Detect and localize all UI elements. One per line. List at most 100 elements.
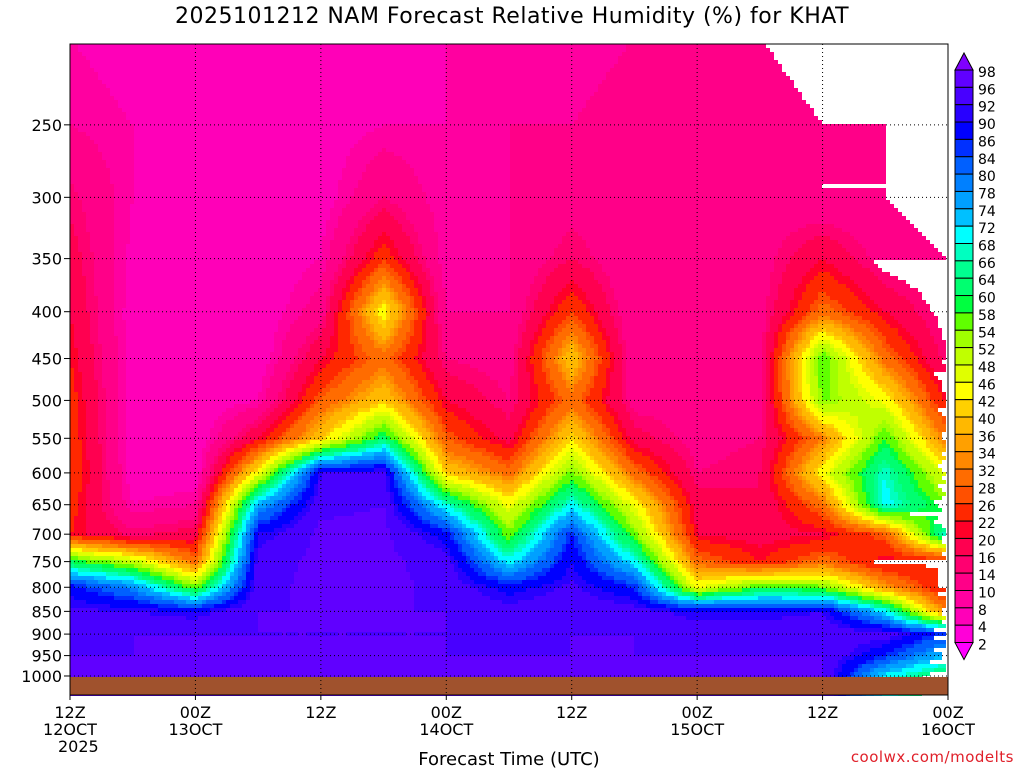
heatmap-cell <box>586 100 806 104</box>
heatmap-cell <box>870 256 946 260</box>
heatmap-cell <box>762 376 766 380</box>
heatmap-cell <box>866 496 870 500</box>
heatmap-cell <box>934 424 946 428</box>
heatmap-cell <box>762 432 766 436</box>
heatmap-cell <box>918 396 926 400</box>
heatmap-cell <box>374 452 386 456</box>
heatmap-cell <box>254 520 258 524</box>
heatmap-cell <box>862 468 866 472</box>
heatmap-cell <box>598 412 610 416</box>
heatmap-cell <box>574 348 578 352</box>
heatmap-cell <box>918 432 922 436</box>
heatmap-cell <box>542 356 546 360</box>
heatmap-cell <box>554 380 566 384</box>
heatmap-cell <box>446 508 454 512</box>
heatmap-cell <box>934 452 942 456</box>
heatmap-cell <box>70 284 86 288</box>
heatmap-cell <box>890 444 898 448</box>
heatmap-cell <box>246 464 250 468</box>
heatmap-cell <box>418 516 422 520</box>
heatmap-cell <box>222 464 226 468</box>
heatmap-cell <box>234 512 238 516</box>
heatmap-cell <box>362 292 370 296</box>
heatmap-cell <box>218 432 238 436</box>
heatmap-cell <box>270 520 290 524</box>
heatmap-cell <box>474 516 486 520</box>
heatmap-cell <box>354 296 358 300</box>
heatmap-cell <box>354 388 366 392</box>
heatmap-cell <box>510 304 526 308</box>
heatmap-cell <box>902 424 914 428</box>
heatmap-cell <box>78 356 94 360</box>
heatmap-cell <box>582 396 586 400</box>
heatmap-cell <box>934 464 938 468</box>
heatmap-cell <box>930 404 938 408</box>
heatmap-cell <box>890 448 894 452</box>
heatmap-cell <box>570 500 574 504</box>
heatmap-cell <box>410 336 422 340</box>
heatmap-cell <box>874 496 878 500</box>
heatmap-cell <box>426 420 430 424</box>
heatmap-cell <box>866 484 874 488</box>
heatmap-cell <box>382 244 386 248</box>
heatmap-cell <box>782 436 786 440</box>
heatmap-cell <box>602 336 610 340</box>
heatmap-cell <box>338 328 350 332</box>
heatmap-cell <box>338 280 346 284</box>
heatmap-cell <box>846 476 850 480</box>
heatmap-cell <box>310 420 318 424</box>
heatmap-cell <box>850 468 862 472</box>
heatmap-cell <box>690 492 774 496</box>
heatmap-cell <box>418 288 422 292</box>
heatmap-cell <box>930 428 934 432</box>
heatmap-cell <box>674 496 686 500</box>
heatmap-cell <box>514 432 522 436</box>
heatmap-cell <box>606 72 786 76</box>
heatmap-cell <box>398 452 402 456</box>
heatmap-cell <box>430 488 434 492</box>
heatmap-cell <box>662 480 674 484</box>
heatmap-cell <box>70 460 82 464</box>
heatmap-cell <box>438 244 510 248</box>
heatmap-cell <box>766 324 770 328</box>
heatmap-cell <box>326 304 330 308</box>
heatmap-cell <box>866 364 878 368</box>
heatmap-cell <box>522 460 530 464</box>
heatmap-cell <box>262 376 270 380</box>
heatmap-cell <box>594 428 602 432</box>
heatmap-cell <box>202 476 206 480</box>
heatmap-cell <box>818 416 838 420</box>
heatmap-cell <box>514 480 522 484</box>
heatmap-cell <box>374 240 394 244</box>
heatmap-cell <box>70 484 82 488</box>
heatmap-cell <box>626 352 762 356</box>
heatmap-cell <box>774 380 778 384</box>
heatmap-cell <box>510 272 538 276</box>
heatmap-cell <box>70 328 74 332</box>
heatmap-cell <box>598 88 798 92</box>
heatmap-cell <box>590 448 598 452</box>
heatmap-cell <box>378 432 386 436</box>
heatmap-cell <box>70 408 78 412</box>
heatmap-cell <box>390 296 394 300</box>
heatmap-cell <box>114 244 126 248</box>
heatmap-cell <box>378 376 386 380</box>
heatmap-cell <box>478 388 502 392</box>
heatmap-cell <box>410 400 422 404</box>
heatmap-cell <box>442 280 510 284</box>
heatmap-cell <box>578 368 586 372</box>
heatmap-cell <box>830 440 838 444</box>
heatmap-cell <box>778 292 794 296</box>
heatmap-cell <box>402 388 414 392</box>
heatmap-cell <box>670 476 678 480</box>
heatmap-cell <box>590 356 598 360</box>
heatmap-cell <box>662 516 666 520</box>
heatmap-cell <box>218 512 222 516</box>
heatmap-cell <box>382 448 386 452</box>
heatmap-cell <box>510 412 526 416</box>
heatmap-cell <box>534 372 546 376</box>
heatmap-cell <box>630 472 646 476</box>
heatmap-cell <box>926 500 934 504</box>
heatmap-cell <box>858 260 874 264</box>
heatmap-cell <box>614 368 622 372</box>
